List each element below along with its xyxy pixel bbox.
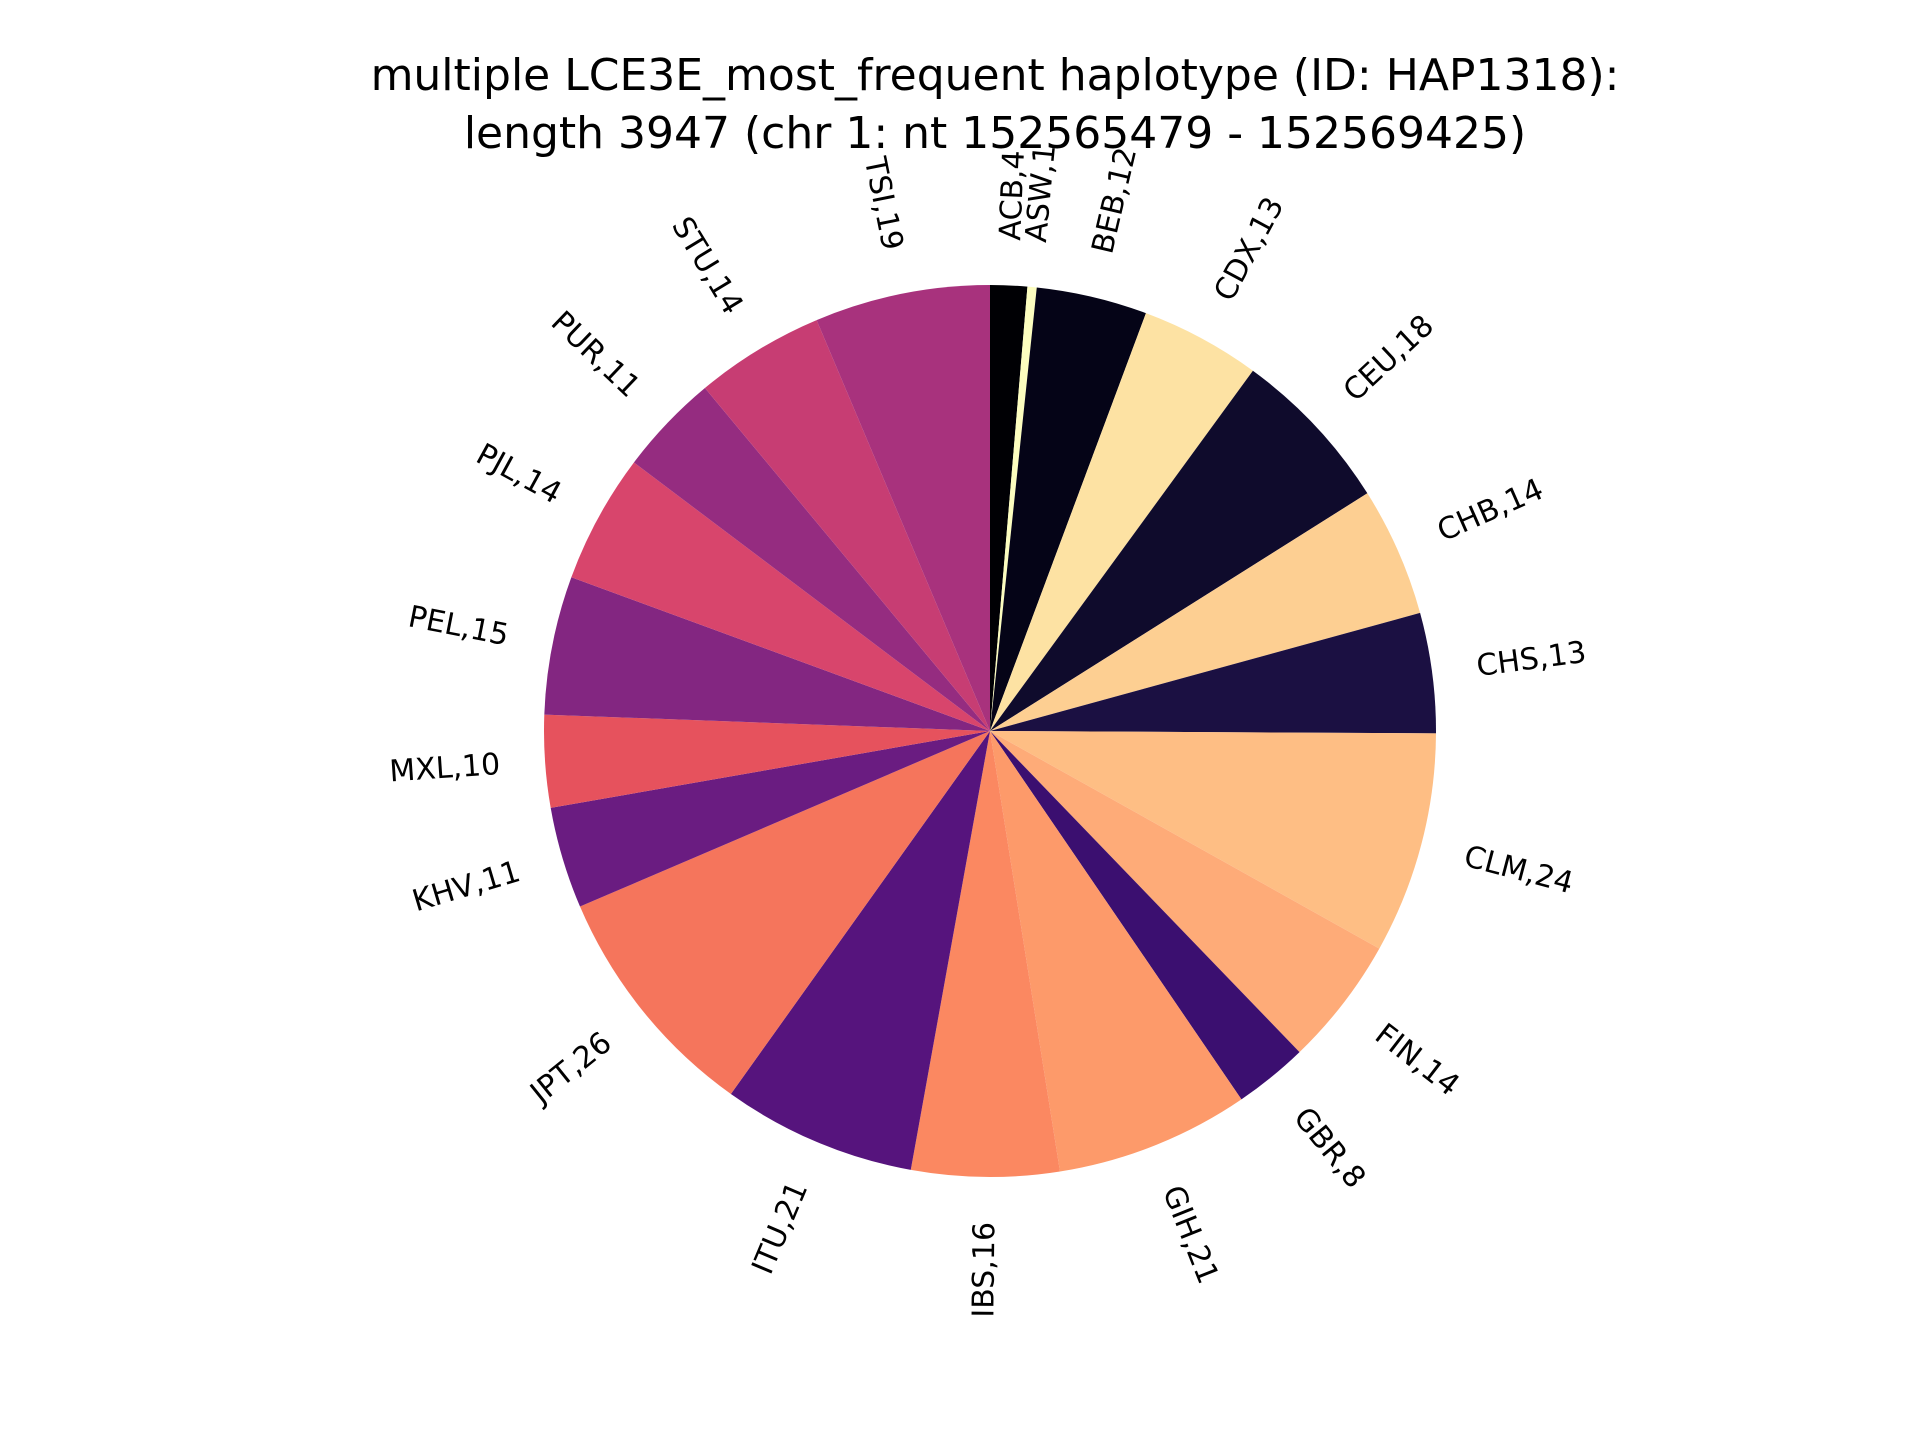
pie-slice-clm <box>990 731 1436 949</box>
pie-slice-pur <box>633 388 990 731</box>
pie-slice-stu <box>704 320 990 731</box>
pie-slice-gih <box>990 731 1242 1172</box>
slice-label-ibs: IBS,16 <box>966 1222 1002 1318</box>
chart-title-line-1: multiple LCE3E_most_frequent haplotype (… <box>371 50 1620 101</box>
pie-slice-asw <box>990 286 1037 731</box>
pie-slice-pjl <box>571 462 990 731</box>
chart-title-line-2: length 3947 (chr 1: nt 152565479 - 15256… <box>464 108 1526 159</box>
pie-slice-beb <box>990 287 1146 731</box>
pie-slice-pel <box>544 577 990 731</box>
slice-label-mxl: MXL,10 <box>388 747 501 789</box>
pie-slices <box>543 285 1436 1177</box>
pie-slice-chs <box>990 612 1436 734</box>
pie-slice-jpt <box>580 731 990 1095</box>
pie-slice-gbr <box>990 731 1300 1100</box>
pie-slice-chb <box>990 493 1421 731</box>
pie-slice-khv <box>550 731 990 907</box>
pie-slice-fin <box>990 731 1380 1053</box>
pie-slice-tsi <box>816 285 990 731</box>
pie-slice-itu <box>730 731 990 1170</box>
pie-slice-ceu <box>990 370 1368 731</box>
slice-label-acb: ACB,4 <box>993 150 1032 242</box>
pie-slice-ibs <box>910 731 1060 1177</box>
pie-slice-mxl <box>543 714 990 808</box>
pie-slice-cdx <box>990 313 1253 731</box>
pie-slice-acb <box>990 285 1028 731</box>
